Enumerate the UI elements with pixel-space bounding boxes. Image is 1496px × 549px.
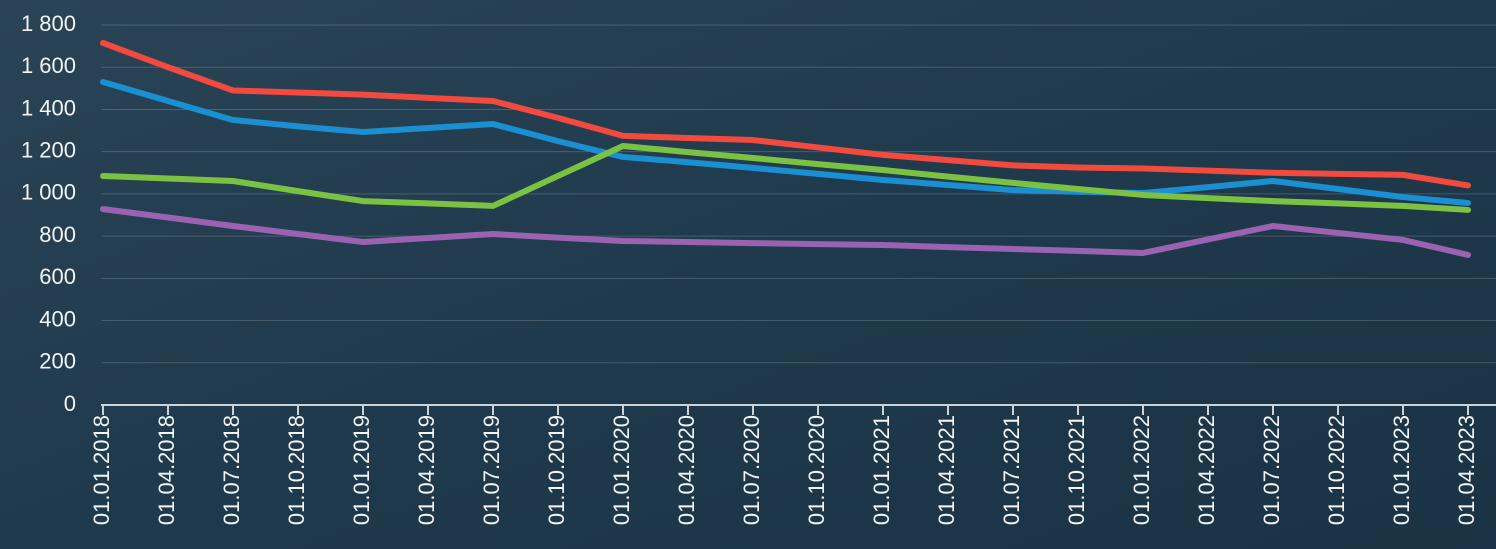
y-tick-label: 800 [39, 222, 76, 247]
x-tick-label: 01.01.2020 [609, 415, 634, 525]
x-tick-label: 01.01.2022 [1129, 415, 1154, 525]
x-tick-label: 01.04.2019 [414, 415, 439, 525]
x-tick-label: 01.04.2018 [154, 415, 179, 525]
y-tick-label: 400 [39, 306, 76, 331]
series-line [100, 206, 1471, 258]
x-tick-label: 01.10.2022 [1324, 415, 1349, 525]
y-tick-label: 600 [39, 264, 76, 289]
x-tick-label: 01.04.2022 [1194, 415, 1219, 525]
x-tick-label: 01.10.2021 [1064, 415, 1089, 525]
y-tick-label: 1 800 [21, 11, 76, 36]
x-tick-label: 01.01.2019 [349, 415, 374, 525]
series-line [100, 39, 1471, 189]
x-tick-label: 01.01.2018 [89, 415, 114, 525]
y-tick-label: 1 200 [21, 137, 76, 162]
series-line [100, 142, 1471, 213]
series-line [100, 79, 1471, 206]
x-tick-label: 01.01.2021 [869, 415, 894, 525]
x-tick-label: 01.10.2020 [804, 415, 829, 525]
x-tick-label: 01.04.2023 [1454, 415, 1479, 525]
x-tick-label: 01.07.2018 [219, 415, 244, 525]
y-tick-label: 200 [39, 349, 76, 374]
x-tick-label: 01.04.2021 [934, 415, 959, 525]
x-tick-label: 01.07.2019 [479, 415, 504, 525]
x-tick-label: 01.10.2019 [544, 415, 569, 525]
x-tick-label: 01.07.2022 [1259, 415, 1284, 525]
x-tick-label: 01.07.2021 [999, 415, 1024, 525]
y-tick-label: 0 [64, 391, 76, 416]
y-tick-label: 1 600 [21, 53, 76, 78]
y-tick-label: 1 400 [21, 95, 76, 120]
y-tick-label: 1 000 [21, 180, 76, 205]
x-tick-label: 01.04.2020 [674, 415, 699, 525]
x-tick-label: 01.01.2023 [1389, 415, 1414, 525]
x-tick-label: 01.07.2020 [739, 415, 764, 525]
x-tick-label: 01.10.2018 [284, 415, 309, 525]
